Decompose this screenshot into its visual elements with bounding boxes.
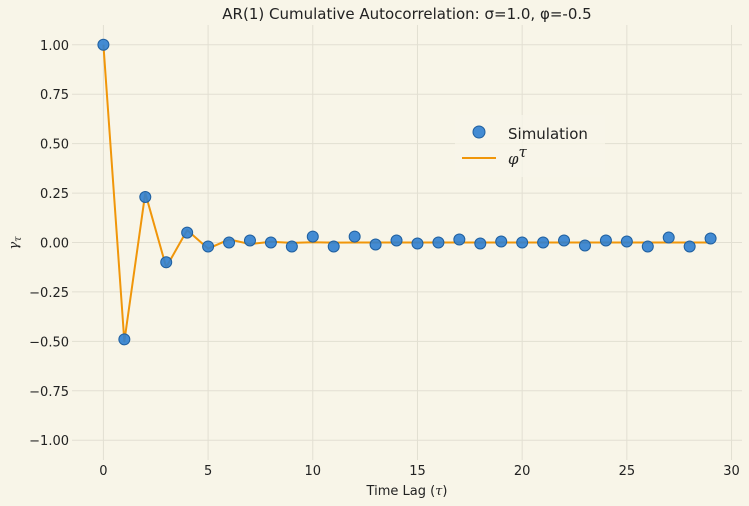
x-axis-label: Time Lag (τ)	[366, 484, 448, 499]
y-tick-label: 0.50	[40, 138, 69, 153]
simulation-point	[306, 230, 319, 243]
x-tick-labels: 0 5 10 15 20 25 30	[99, 464, 740, 479]
simulation-point	[223, 236, 236, 249]
simulation-point	[683, 240, 696, 253]
y-tick-label: −0.25	[29, 286, 69, 301]
chart-title: AR(1) Cumulative Autocorrelation: σ=1.0,…	[222, 5, 591, 23]
x-tick-label: 0	[99, 464, 107, 479]
simulation-point	[390, 234, 403, 247]
simulation-point	[97, 38, 110, 51]
x-tick-label: 30	[723, 464, 740, 479]
y-tick-label: −0.75	[29, 385, 69, 400]
simulation-point	[285, 240, 298, 253]
legend: Simulation φτ	[455, 115, 605, 177]
y-tick-label: 0.00	[40, 237, 69, 252]
x-tick-label: 20	[514, 464, 531, 479]
simulation-point	[599, 234, 612, 247]
simulation-point	[118, 333, 131, 346]
simulation-point	[516, 236, 529, 249]
simulation-point	[620, 235, 633, 248]
y-tick-label: −1.00	[29, 434, 69, 449]
y-axis-label: γτ	[7, 236, 24, 250]
simulation-point	[369, 238, 382, 251]
legend-marker-simulation	[472, 125, 486, 139]
simulation-point	[327, 240, 340, 253]
y-tick-label: 1.00	[40, 39, 69, 54]
simulation-point	[243, 234, 256, 247]
x-tick-label: 5	[204, 464, 212, 479]
simulation-point	[641, 240, 654, 253]
x-tick-label: 10	[305, 464, 322, 479]
legend-label-phi-tau: φτ	[508, 143, 528, 168]
y-tick-label: −0.50	[29, 335, 69, 350]
simulation-point	[181, 226, 194, 239]
legend-label-simulation: Simulation	[508, 125, 588, 143]
y-tick-label: 0.75	[40, 88, 69, 103]
simulation-point	[453, 233, 466, 246]
simulation-point	[662, 231, 675, 244]
legend-box	[455, 115, 605, 177]
simulation-point	[537, 236, 550, 249]
x-tick-label: 15	[409, 464, 426, 479]
simulation-point	[558, 234, 571, 247]
simulation-point	[495, 235, 508, 248]
simulation-point	[578, 239, 591, 252]
simulation-point	[704, 232, 717, 245]
simulation-point	[348, 230, 361, 243]
y-tick-label: 0.25	[40, 187, 69, 202]
simulation-point	[411, 237, 424, 250]
x-tick-label: 25	[619, 464, 636, 479]
simulation-point	[139, 191, 152, 204]
y-tick-labels: −1.00 −0.75 −0.50 −0.25 0.00 0.25 0.50 0.75 1.00	[29, 39, 69, 449]
simulation-point	[474, 237, 487, 250]
simulation-point	[432, 236, 445, 249]
simulation-point	[264, 236, 277, 249]
simulation-series	[97, 38, 717, 346]
simulation-point	[202, 240, 215, 253]
simulation-point	[160, 256, 173, 269]
